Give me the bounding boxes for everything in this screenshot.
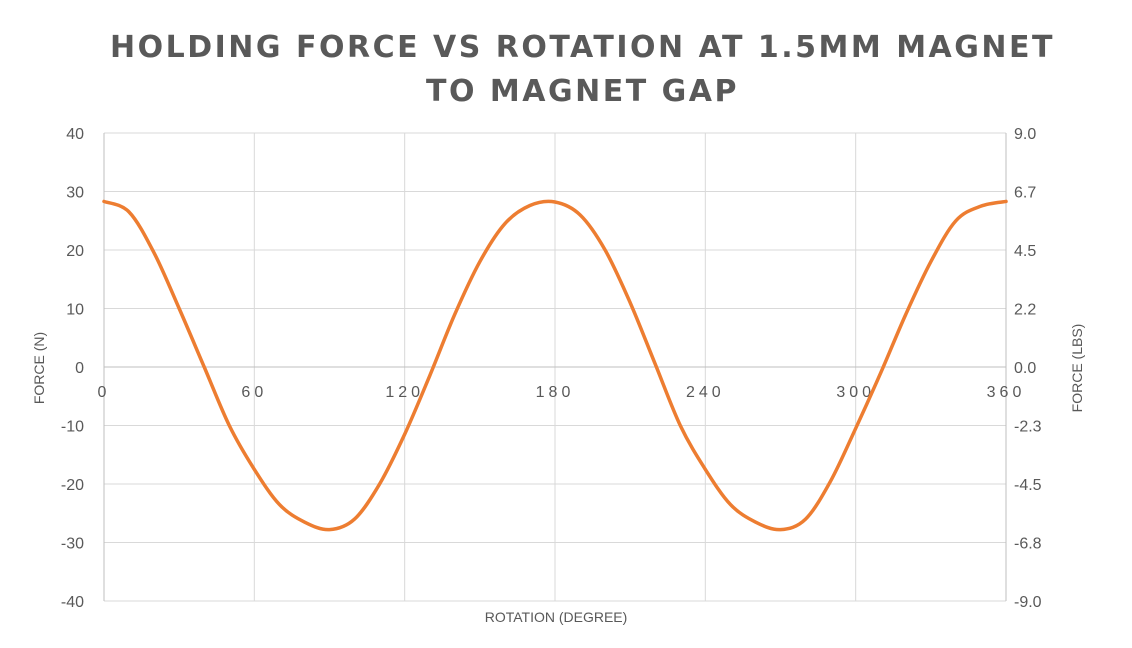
y2-tick-label: 9.0 xyxy=(1014,126,1036,143)
y-tick-label: 10 xyxy=(66,302,84,319)
y-tick-label: 30 xyxy=(66,185,84,202)
x-tick-label: 180 xyxy=(536,384,575,401)
x-tick-label: 300 xyxy=(836,384,875,401)
chart-title-line-2: TO MAGNET GAP xyxy=(426,74,739,109)
y2-axis-title: FORCE (LBS) xyxy=(1069,324,1085,413)
y-tick-label: -40 xyxy=(61,594,84,611)
y-tick-label: 40 xyxy=(66,126,84,143)
x-tick-label: 120 xyxy=(385,384,424,401)
x-tick-label: 60 xyxy=(241,384,267,401)
y-axis-ticks: 40 30 20 10 0 -10 -20 -30 -40 xyxy=(61,126,84,611)
y2-tick-label: 6.7 xyxy=(1014,185,1036,202)
x-tick-label: 240 xyxy=(686,384,725,401)
y-tick-label: -30 xyxy=(61,536,84,553)
y-axis-title: FORCE (N) xyxy=(31,332,47,404)
y-tick-label: 0 xyxy=(75,360,84,377)
x-tick-label: 0 xyxy=(98,384,111,401)
chart-title: HOLDING FORCE VS ROTATION AT 1.5MM MAGNE… xyxy=(0,26,1132,114)
y2-tick-label: -9.0 xyxy=(1014,594,1042,611)
y2-axis-ticks: 9.0 6.7 4.5 2.2 0.0 -2.3 -4.5 -6.8 -9.0 xyxy=(1014,126,1042,611)
y2-tick-label: 4.5 xyxy=(1014,243,1036,260)
x-tick-label: 360 xyxy=(987,384,1026,401)
y-tick-label: -10 xyxy=(61,419,84,436)
y2-tick-label: 0.0 xyxy=(1014,360,1036,377)
axes xyxy=(103,133,1007,601)
y-tick-label: 20 xyxy=(66,243,84,260)
series-group xyxy=(102,199,1008,532)
y2-tick-label: -2.3 xyxy=(1014,419,1042,436)
force-series-line xyxy=(102,199,1008,532)
y2-tick-label: 2.2 xyxy=(1014,302,1036,319)
y2-tick-label: -6.8 xyxy=(1014,536,1042,553)
x-axis-ticks: 0 60 120 180 240 300 360 xyxy=(98,384,1026,401)
chart-title-line-1: HOLDING FORCE VS ROTATION AT 1.5MM MAGNE… xyxy=(110,30,1055,65)
x-axis-title: ROTATION (DEGREE) xyxy=(485,609,628,625)
y2-tick-label: -4.5 xyxy=(1014,477,1042,494)
y-tick-label: -20 xyxy=(61,477,84,494)
